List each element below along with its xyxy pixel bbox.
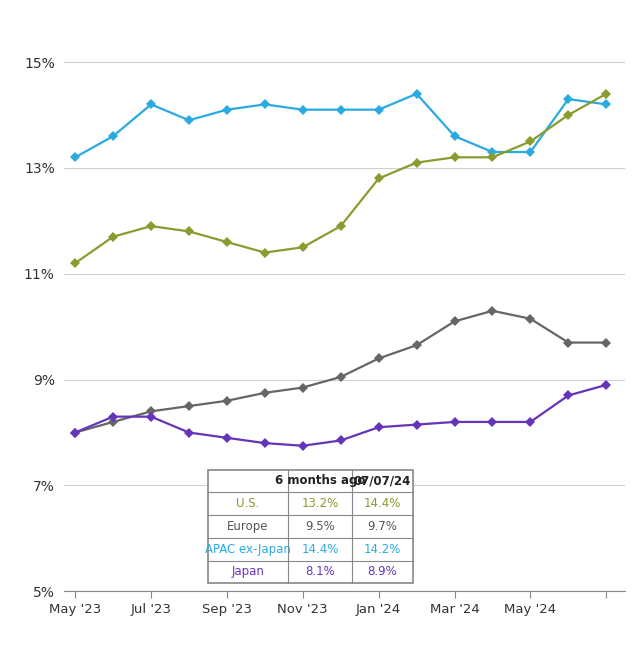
Text: U.S.: U.S. (236, 497, 260, 510)
Text: 14.4%: 14.4% (301, 543, 339, 556)
Text: APAC ex-Japan: APAC ex-Japan (205, 543, 291, 556)
Text: 8.1%: 8.1% (305, 566, 335, 578)
Text: 14.2%: 14.2% (364, 543, 401, 556)
Text: 9.5%: 9.5% (305, 520, 335, 533)
Text: Japan: Japan (232, 566, 264, 578)
Bar (208, 470, 413, 583)
Text: 14.4%: 14.4% (364, 497, 401, 510)
Text: 8.9%: 8.9% (367, 566, 397, 578)
Text: 13.2%: 13.2% (301, 497, 339, 510)
Text: Europe: Europe (227, 520, 269, 533)
Text: 9.7%: 9.7% (367, 520, 397, 533)
Text: 07/07/24: 07/07/24 (353, 474, 411, 487)
Text: 6 months ago: 6 months ago (275, 474, 365, 487)
